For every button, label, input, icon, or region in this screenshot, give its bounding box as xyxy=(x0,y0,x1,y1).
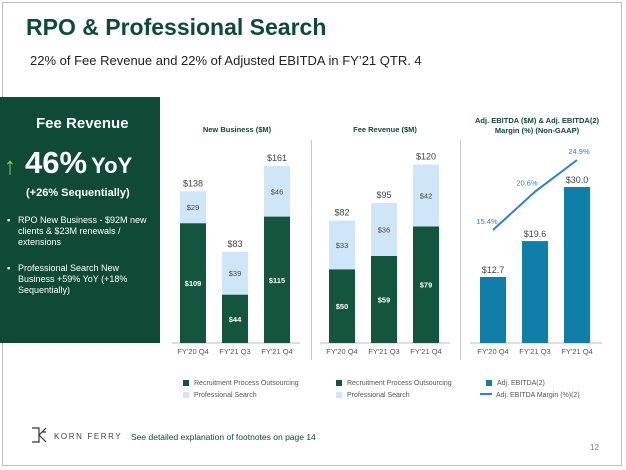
legend-swatch-ebitda xyxy=(486,380,492,386)
chart-divider xyxy=(311,140,312,360)
x-tick-label: FY'20 Q4 xyxy=(326,347,357,356)
bar-rpo xyxy=(264,216,290,343)
bar-search xyxy=(371,202,397,256)
legend-swatch-search xyxy=(336,392,342,398)
legend-label: Recruitment Process Outsourcing xyxy=(194,380,299,387)
bar-rpo xyxy=(329,269,355,343)
chart-title-ebitda: Adj. EBITDA ($M) & Adj. EBITDA(2) Margin… xyxy=(474,116,600,135)
chart-title-new-business: New Business ($M) xyxy=(202,125,272,134)
bar-search xyxy=(329,220,355,270)
margin-line xyxy=(492,159,578,231)
data-label-search: $42 xyxy=(420,192,433,201)
growth-figure: 46% YoY xyxy=(25,145,132,181)
logo-text: KORN FERRY xyxy=(54,432,123,441)
x-tick-label: FY'21 Q4 xyxy=(410,347,441,356)
chart-title-fee-revenue: Fee Revenue ($M) xyxy=(353,125,417,134)
fee-revenue-panel: Fee Revenue ↑ 46% YoY (+26% Sequentially)… xyxy=(0,97,160,343)
bullet-text: RPO New Business - $92M new clients & $2… xyxy=(18,215,147,247)
legend-swatch-rpo xyxy=(336,380,342,386)
page-number: 12 xyxy=(590,443,599,452)
bar-ebitda xyxy=(480,276,506,343)
x-tick-label: FY'20 Q4 xyxy=(177,347,208,356)
total-label: $95 xyxy=(376,190,391,200)
bar-rpo xyxy=(180,223,206,343)
chart-divider xyxy=(460,140,461,360)
data-label-search: $36 xyxy=(378,225,391,234)
legend-label: Adj. EBITDA(2) xyxy=(497,380,545,387)
bullet-dot-icon: ▪ xyxy=(7,215,11,225)
footnote-link[interactable]: See detailed explanation of footnotes on… xyxy=(131,432,316,442)
slide-title: RPO & Professional Search xyxy=(26,14,327,40)
legend-item-search-1: Professional Search xyxy=(183,392,257,399)
bar-ebitda xyxy=(564,187,590,343)
legend-label: Professional Search xyxy=(347,392,410,399)
bar-rpo xyxy=(371,255,397,343)
data-label-margin: 15.4% xyxy=(476,217,498,226)
x-tick-label: FY'21 Q4 xyxy=(561,347,592,356)
data-label-rpo: $50 xyxy=(336,302,349,311)
total-label: $83 xyxy=(227,239,242,249)
growth-value: 46% xyxy=(25,145,88,180)
bullet-item: ▪ Professional Search New Business +59% … xyxy=(7,263,155,296)
data-label-search: $39 xyxy=(229,269,242,278)
bar-rpo xyxy=(222,294,248,343)
data-label-rpo: $115 xyxy=(269,276,285,285)
legend-line-margin xyxy=(480,393,492,395)
data-label-rpo: $44 xyxy=(229,315,242,324)
legend-label: Professional Search xyxy=(194,392,257,399)
x-tick-label: FY'21 Q3 xyxy=(219,347,250,356)
sequential-growth: (+26% Sequentially) xyxy=(26,187,130,199)
legend-swatch-rpo xyxy=(183,380,189,386)
data-label-ebitda: $19.6 xyxy=(524,229,547,239)
legend-item-rpo-2: Recruitment Process Outsourcing xyxy=(336,380,452,387)
bar-search xyxy=(413,164,439,227)
up-arrow-icon: ↑ xyxy=(4,153,16,180)
bar-search xyxy=(180,191,206,224)
total-label: $138 xyxy=(183,178,203,188)
data-label-margin: 24.9% xyxy=(568,147,590,156)
legend-item-rpo-1: Recruitment Process Outsourcing xyxy=(183,380,299,387)
legend-item-margin: Adj. EBITDA Margin (%)(2) xyxy=(480,392,580,399)
data-label-ebitda: $30.0 xyxy=(566,175,589,185)
data-label-search: $46 xyxy=(271,187,284,196)
total-label: $82 xyxy=(334,208,349,218)
total-label: $161 xyxy=(267,153,287,163)
bar-rpo xyxy=(413,226,439,343)
x-tick-label: FY'21 Q3 xyxy=(519,347,550,356)
bullet-text: Professional Search New Business +59% Yo… xyxy=(18,263,128,295)
x-tick-label: FY'21 Q4 xyxy=(261,347,292,356)
legend-label: Adj. EBITDA Margin (%)(2) xyxy=(496,392,580,399)
bar-search xyxy=(264,166,290,217)
x-tick-label: FY'20 Q4 xyxy=(477,347,508,356)
data-label-rpo: $59 xyxy=(378,295,391,304)
x-tick-label: FY'21 Q3 xyxy=(368,347,399,356)
legend-item-ebitda: Adj. EBITDA(2) xyxy=(486,380,545,387)
bullet-item: ▪ RPO New Business - $92M new clients & … xyxy=(7,215,155,248)
panel-heading: Fee Revenue xyxy=(36,115,129,132)
data-label-margin: 20.6% xyxy=(516,179,538,188)
growth-suffix: YoY xyxy=(91,153,133,178)
data-label-ebitda: $12.7 xyxy=(482,265,505,275)
total-label: $120 xyxy=(416,152,436,162)
legend-label: Recruitment Process Outsourcing xyxy=(347,380,452,387)
korn-ferry-logo-icon xyxy=(32,427,47,443)
data-label-rpo: $79 xyxy=(420,281,433,290)
bullet-dot-icon: ▪ xyxy=(7,263,11,273)
legend-item-search-2: Professional Search xyxy=(336,392,410,399)
slide-subtitle: 22% of Fee Revenue and 22% of Adjusted E… xyxy=(30,53,422,68)
data-label-search: $29 xyxy=(187,203,200,212)
bar-search xyxy=(222,251,248,295)
data-label-search: $33 xyxy=(336,241,349,250)
data-label-rpo: $109 xyxy=(185,279,202,288)
bar-ebitda xyxy=(522,241,548,343)
legend-swatch-search xyxy=(183,392,189,398)
